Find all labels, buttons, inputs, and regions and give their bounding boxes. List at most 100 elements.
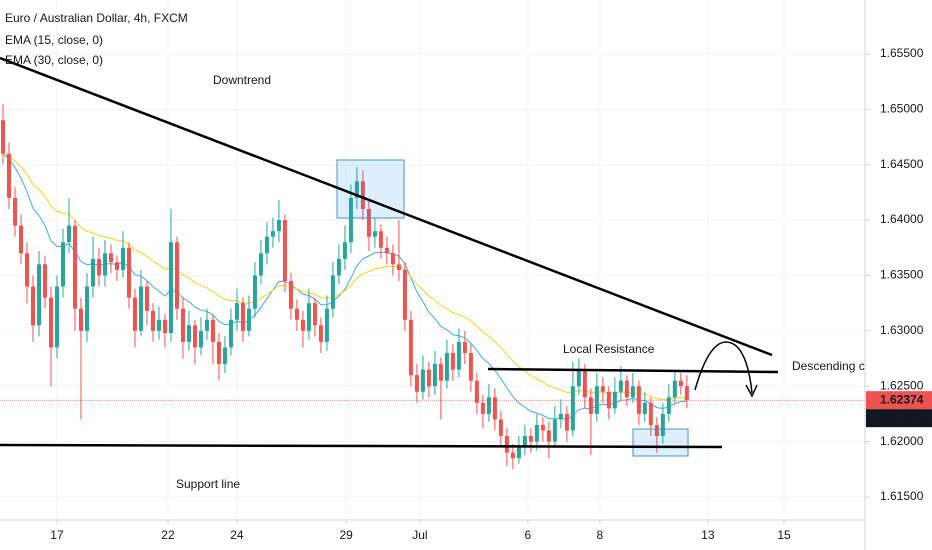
candle-body	[492, 397, 497, 420]
candle-body	[564, 413, 569, 431]
candle-body	[468, 352, 473, 381]
candle-body	[312, 303, 317, 326]
candle-body	[24, 253, 29, 287]
candle-body	[570, 386, 575, 431]
candle-body	[378, 231, 383, 248]
candle-body	[264, 236, 269, 254]
price-label: 1.62374	[880, 392, 924, 406]
symbol-title: Euro / Australian Dollar, 4h, FXCM	[5, 11, 188, 25]
candle-body	[66, 225, 71, 243]
x-tick-label: 22	[161, 528, 175, 542]
projection-arrow	[694, 341, 753, 394]
candle-body	[252, 275, 257, 309]
candle-body	[150, 310, 155, 331]
x-tick-label: 24	[230, 528, 244, 542]
candle-body	[198, 330, 203, 348]
candle-body	[12, 197, 17, 226]
candle-body	[480, 402, 485, 414]
candle-body	[396, 264, 401, 270]
price-label-box	[866, 391, 932, 410]
candle-body	[258, 253, 263, 276]
price-axis	[865, 0, 932, 550]
candle-body	[234, 303, 239, 320]
candle-body	[438, 364, 443, 381]
candle-body	[510, 452, 515, 459]
highlight-box	[632, 428, 689, 457]
candle-body	[216, 341, 221, 365]
x-tick-label: 15	[777, 528, 791, 542]
candle-body	[222, 347, 227, 365]
candle-body	[288, 280, 293, 309]
countdown-box	[866, 409, 932, 428]
candle-body	[642, 402, 647, 414]
x-tick-label: 29	[339, 528, 353, 542]
candle-body	[450, 352, 455, 370]
candle-body	[576, 369, 581, 387]
annotation: Support line	[176, 477, 240, 491]
candle-body	[54, 286, 59, 348]
candle-body	[174, 242, 179, 309]
support-line	[0, 443, 723, 449]
candle-body	[294, 308, 299, 320]
candle-body	[360, 181, 365, 209]
y-tick-label: 1.64000	[880, 212, 924, 226]
candle-body	[192, 325, 197, 348]
candle-body	[180, 308, 185, 342]
candle-body	[426, 369, 431, 387]
y-tick-label: 1.62500	[880, 378, 924, 392]
candle-body	[90, 258, 95, 287]
candle-body	[444, 352, 449, 381]
candle-body	[624, 380, 629, 398]
candle-body	[630, 386, 635, 398]
y-tick-label: 1.63000	[880, 323, 924, 337]
candle-body	[300, 319, 305, 331]
candle-body	[342, 242, 347, 259]
candle-body	[504, 436, 509, 453]
x-tick-label: Jul	[412, 528, 427, 542]
arrow-head	[745, 384, 758, 398]
y-tick-label: 1.65000	[880, 101, 924, 115]
annotation: Local Resistance	[563, 342, 655, 356]
candle-body	[84, 286, 89, 331]
candle-body	[324, 308, 329, 342]
candle-body	[600, 386, 605, 392]
candle-body	[408, 319, 413, 376]
candle-body	[6, 153, 11, 198]
candle-body	[540, 424, 545, 431]
candle-body	[516, 447, 521, 459]
candle-body	[132, 297, 137, 331]
candle-body	[60, 242, 65, 287]
x-tick-label: 6	[525, 528, 532, 542]
candle-body	[474, 380, 479, 403]
candle-body	[432, 364, 437, 387]
x-tick-label: 13	[701, 528, 715, 542]
candle-body	[78, 308, 83, 331]
candle-body	[18, 225, 23, 254]
candle-body	[306, 303, 311, 331]
candle-body	[126, 247, 131, 298]
candle-body	[204, 319, 209, 331]
candle-body	[348, 197, 353, 243]
candle-body	[72, 225, 77, 309]
candle-body	[246, 308, 251, 331]
candle-body	[240, 303, 245, 331]
y-tick-label: 1.63500	[880, 268, 924, 282]
indicator-label: EMA (30, close, 0)	[5, 53, 103, 67]
annotation: Descending char	[792, 359, 882, 373]
candle-body	[30, 286, 35, 326]
x-tick-label: 8	[597, 528, 604, 542]
candle-body	[186, 325, 191, 342]
candle-body	[582, 369, 587, 398]
candle-body	[42, 264, 47, 298]
candle-body	[390, 253, 395, 265]
candle-body	[546, 430, 551, 442]
candle-body	[96, 258, 101, 276]
y-tick-label: 1.61500	[880, 489, 924, 503]
candle-body	[414, 375, 419, 392]
candle-body	[156, 319, 161, 331]
candle-body	[660, 413, 665, 437]
candle-body	[384, 247, 389, 254]
x-tick-label: 17	[50, 528, 64, 542]
candle-body	[462, 341, 467, 353]
